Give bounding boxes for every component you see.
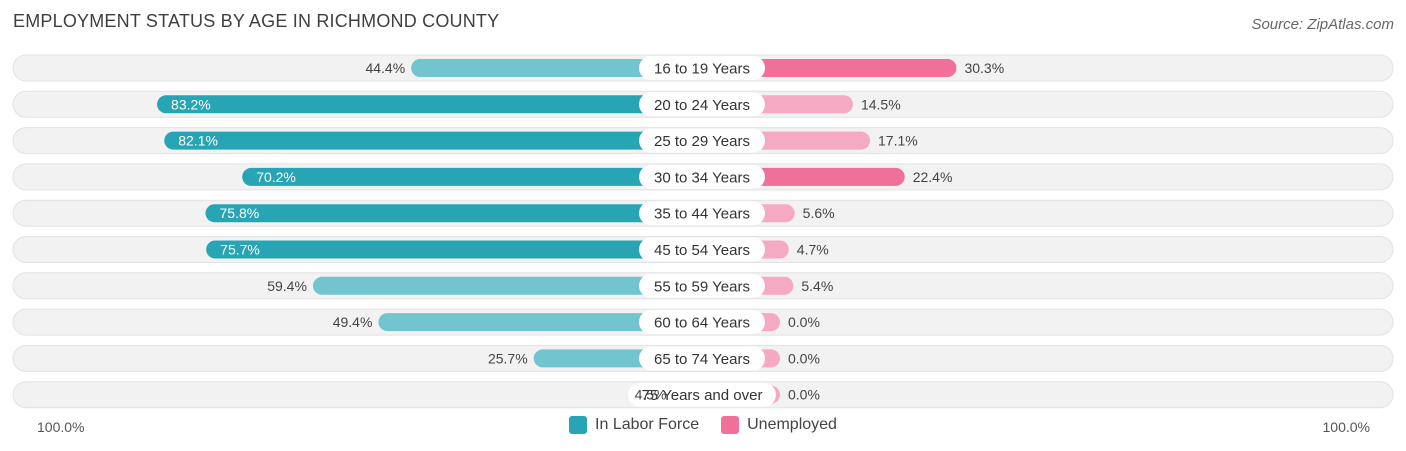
value-label-labor: 70.2% — [256, 169, 296, 185]
legend-label-unemployed: Unemployed — [747, 416, 837, 433]
legend-item-unemployed: Unemployed — [721, 416, 837, 434]
category-label: 75 Years and over — [642, 387, 763, 404]
category-label: 60 to 64 Years — [654, 315, 750, 332]
value-label-labor: 44.4% — [365, 60, 405, 76]
category-label: 20 to 24 Years — [654, 97, 750, 114]
value-label-unemployed: 22.4% — [913, 169, 953, 185]
category-label: 55 to 59 Years — [654, 278, 750, 295]
legend: In Labor Force Unemployed — [0, 416, 1406, 434]
value-label-unemployed: 14.5% — [861, 96, 901, 112]
bar-labor — [312, 276, 712, 295]
chart-title: EMPLOYMENT STATUS BY AGE IN RICHMOND COU… — [13, 11, 500, 31]
value-label-labor: 82.1% — [178, 133, 218, 149]
value-label-labor: 59.4% — [267, 278, 307, 294]
bar-labor — [206, 240, 713, 259]
bar-labor — [205, 204, 712, 223]
category-pill — [639, 164, 765, 189]
category-pill — [639, 237, 765, 262]
legend-swatch-unemployed — [721, 416, 740, 434]
bar-labor — [242, 167, 712, 186]
category-pill — [639, 310, 765, 335]
bar-labor — [157, 95, 713, 114]
value-label-labor: 75.7% — [220, 242, 260, 258]
value-label-unemployed: 5.4% — [801, 278, 833, 294]
value-label-unemployed: 0.0% — [788, 387, 820, 403]
value-label-labor: 83.2% — [171, 96, 211, 112]
category-label: 35 to 44 Years — [654, 206, 750, 223]
value-label-labor: 49.4% — [333, 314, 373, 330]
category-label: 45 to 54 Years — [654, 242, 750, 259]
value-label-unemployed: 0.0% — [788, 314, 820, 330]
category-label: 65 to 74 Years — [654, 351, 750, 368]
value-label-unemployed: 0.0% — [788, 350, 820, 366]
legend-item-labor: In Labor Force — [569, 416, 699, 434]
category-pill — [639, 56, 765, 80]
category-pill — [639, 346, 765, 371]
category-pill — [639, 128, 765, 153]
category-label: 25 to 29 Years — [654, 133, 750, 150]
bar-labor — [164, 131, 712, 150]
value-label-unemployed: 5.6% — [803, 205, 835, 221]
value-label-labor: 75.8% — [220, 205, 260, 221]
category-pill — [639, 92, 765, 117]
value-label-unemployed: 4.7% — [797, 242, 829, 258]
value-label-labor: 25.7% — [488, 350, 528, 366]
source-label: Source: ZipAtlas.com — [1251, 16, 1394, 33]
bar-labor — [378, 313, 712, 332]
axis-right-label: 100.0% — [1322, 419, 1370, 435]
category-pill — [639, 273, 765, 298]
category-pill — [628, 382, 776, 407]
category-label: 16 to 19 Years — [654, 61, 750, 78]
category-label: 30 to 34 Years — [654, 169, 750, 186]
value-label-unemployed: 17.1% — [878, 133, 918, 149]
legend-swatch-labor — [569, 416, 588, 434]
axis-left-label: 100.0% — [37, 419, 85, 435]
legend-label-labor: In Labor Force — [595, 416, 700, 433]
category-pill — [639, 201, 765, 226]
bar-labor — [411, 59, 712, 77]
value-label-labor: 4.5% — [635, 387, 667, 403]
value-label-unemployed: 30.3% — [964, 60, 1004, 76]
